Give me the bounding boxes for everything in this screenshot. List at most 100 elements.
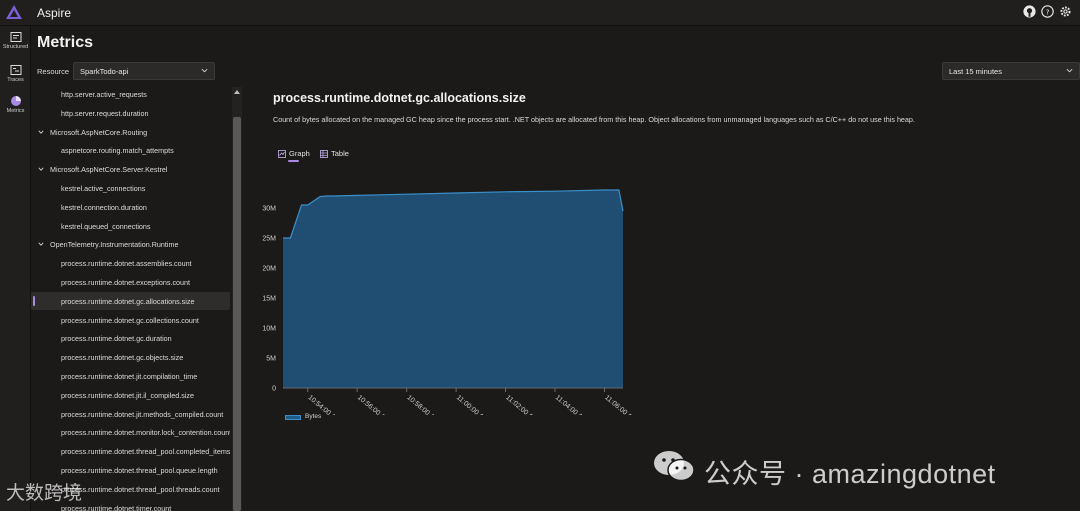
rail-label-traces: Traces — [7, 77, 24, 83]
tree-item-label: process.runtime.dotnet.thread_pool.queue… — [61, 466, 218, 475]
y-tick-label: 20M — [262, 266, 276, 273]
tree-item-label: process.runtime.dotnet.timer.count — [61, 503, 172, 511]
top-bar: Aspire ? — [0, 0, 1080, 26]
scroll-thumb[interactable] — [233, 117, 241, 511]
tree-item[interactable]: process.runtime.dotnet.gc.duration — [31, 329, 230, 347]
tree-scrollbar[interactable] — [232, 87, 242, 511]
tree-item-label: process.runtime.dotnet.gc.objects.size — [61, 353, 184, 363]
tree-item-label: process.runtime.dotnet.jit.methods_compi… — [61, 409, 224, 419]
metrics-icon — [10, 96, 21, 106]
tree-item[interactable]: process.runtime.dotnet.exceptions.count — [31, 273, 230, 291]
tree-item[interactable]: kestrel.queued_connections — [31, 217, 230, 235]
tab-graph-underline — [288, 160, 299, 162]
tree-item[interactable]: process.runtime.dotnet.jit.methods_compi… — [31, 405, 230, 423]
rail-item-metrics[interactable]: Metrics — [0, 95, 31, 114]
metric-description: Count of bytes allocated on the managed … — [273, 115, 915, 124]
selected-indicator — [33, 295, 35, 306]
structured-logs-icon — [10, 32, 21, 42]
tree-item[interactable]: process.runtime.dotnet.thread_pool.compl… — [31, 442, 230, 460]
github-icon[interactable] — [1023, 5, 1036, 18]
tree-group[interactable]: OpenTelemetry.Instrumentation.Runtime — [31, 235, 230, 253]
y-tick-label: 10M — [262, 326, 276, 333]
tree-group[interactable]: Microsoft.AspNetCore.Routing — [31, 123, 230, 141]
y-tick-label: 30M — [262, 206, 276, 213]
wechat-icon — [654, 451, 695, 482]
y-tick-label: 25M — [262, 236, 276, 243]
x-tick-label: 11:02:00 AM — [504, 394, 538, 415]
tree-item[interactable]: http.server.request.duration — [31, 104, 230, 122]
rail-item-traces[interactable]: Traces — [0, 64, 31, 83]
tree-item-label: process.runtime.dotnet.jit.il_compiled.s… — [61, 390, 195, 400]
tree-item-label: http.server.request.duration — [61, 108, 149, 118]
metrics-tree: http.server.active_requests http.server.r… — [31, 85, 232, 511]
svg-text:?: ? — [1046, 7, 1050, 16]
tree-item-label: process.runtime.dotnet.thread_pool.compl… — [61, 447, 230, 457]
tree-item[interactable]: process.runtime.dotnet.assemblies.count — [31, 254, 230, 272]
x-tick-label: 10:58:00 AM — [405, 394, 440, 415]
tree-item[interactable]: process.runtime.dotnet.jit.compilation_t… — [31, 367, 230, 385]
tree-item[interactable]: process.runtime.dotnet.timer.count — [31, 499, 230, 511]
tree-item[interactable]: http.server.active_requests — [31, 85, 230, 103]
chevron-down-icon[interactable] — [38, 129, 44, 135]
tree-item-label: Microsoft.AspNetCore.Routing — [50, 127, 148, 137]
graph-icon — [278, 149, 286, 158]
tree-item-label: Microsoft.AspNetCore.Server.Kestrel — [50, 165, 168, 175]
legend-swatch[interactable] — [285, 415, 301, 420]
tab-table[interactable]: Table — [320, 149, 349, 158]
aspire-logo-icon[interactable] — [6, 5, 22, 19]
tree-item-label: process.runtime.dotnet.assemblies.count — [61, 259, 192, 269]
tree-item[interactable]: aspnetcore.routing.match_attempts — [31, 141, 230, 159]
page-title: Metrics — [37, 34, 94, 51]
y-tick-label: 15M — [262, 296, 276, 303]
tree-item-label: kestrel.connection.duration — [61, 202, 147, 212]
tree-item[interactable]: process.runtime.dotnet.thread_pool.queue… — [31, 461, 230, 479]
settings-icon[interactable] — [1059, 5, 1072, 18]
tab-graph-label: Graph — [289, 149, 310, 158]
tree-item[interactable]: kestrel.connection.duration — [31, 198, 230, 216]
tab-graph[interactable]: Graph — [278, 149, 310, 158]
tree-item-label: process.runtime.dotnet.gc.allocations.si… — [61, 296, 195, 306]
help-icon[interactable]: ? — [1041, 5, 1054, 18]
tree-item[interactable]: kestrel.active_connections — [31, 179, 230, 197]
allocations-chart: 0 5M 10M 15M 20M 25M 30M 10:54:00 AM 10:56:00 AM… — [262, 189, 638, 415]
tree-item[interactable]: process.runtime.dotnet.gc.allocations.si… — [31, 291, 230, 310]
series-area[interactable] — [283, 190, 623, 388]
tree-item-label: kestrel.active_connections — [61, 184, 146, 193]
scroll-up-icon[interactable] — [234, 89, 240, 95]
tab-table-label: Table — [331, 149, 349, 158]
x-tick-label: 10:54:00 AM — [306, 394, 341, 415]
tree-item[interactable]: process.runtime.dotnet.gc.collections.co… — [31, 311, 230, 329]
tree-item-label: OpenTelemetry.Instrumentation.Runtime — [50, 240, 179, 250]
resource-select[interactable]: SparkTodo-api — [73, 62, 215, 80]
y-tick-label: 0 — [272, 386, 276, 393]
tree-item[interactable]: process.runtime.dotnet.thread_pool.threa… — [31, 480, 230, 498]
nav-rail: Structured Traces Metrics — [0, 26, 31, 511]
chevron-down-icon — [201, 68, 208, 73]
tree-item-label: kestrel.queued_connections — [61, 221, 151, 231]
x-tick-label: 11:06:00 AM — [603, 394, 637, 415]
tree-item[interactable]: process.runtime.dotnet.jit.il_compiled.s… — [31, 386, 230, 404]
tree-item-label: process.runtime.dotnet.jit.compilation_t… — [61, 372, 198, 381]
time-range-select[interactable]: Last 15 minutes — [942, 62, 1080, 80]
tree-item-label: process.runtime.dotnet.monitor.lock_cont… — [61, 428, 230, 438]
rail-label-structured: Structured — [2, 44, 29, 50]
watermark-text: 公众号 · amazingdotnet — [704, 459, 996, 489]
tree-item[interactable]: process.runtime.dotnet.gc.objects.size — [31, 348, 230, 366]
legend-label: Bytes — [305, 413, 322, 420]
chevron-down-icon[interactable] — [38, 241, 44, 247]
tree-item-label: aspnetcore.routing.match_attempts — [61, 146, 174, 156]
y-tick-label: 5M — [266, 356, 276, 363]
tree-item[interactable]: process.runtime.dotnet.monitor.lock_cont… — [31, 423, 230, 441]
chevron-down-icon — [1066, 68, 1073, 73]
rail-item-structured[interactable]: Structured — [0, 31, 31, 50]
resource-label: Resource — [37, 67, 70, 76]
tree-group[interactable]: Microsoft.AspNetCore.Server.Kestrel — [31, 160, 230, 178]
resource-select-value: SparkTodo-api — [80, 67, 129, 76]
time-range-value: Last 15 minutes — [949, 67, 1002, 76]
series-line — [283, 189, 624, 239]
app-title: Aspire — [37, 6, 72, 20]
watermark-left: 大数跨境 — [6, 483, 83, 504]
chevron-down-icon[interactable] — [38, 166, 44, 172]
tree-item-label: process.runtime.dotnet.gc.collections.co… — [61, 315, 199, 325]
traces-icon — [10, 65, 21, 75]
